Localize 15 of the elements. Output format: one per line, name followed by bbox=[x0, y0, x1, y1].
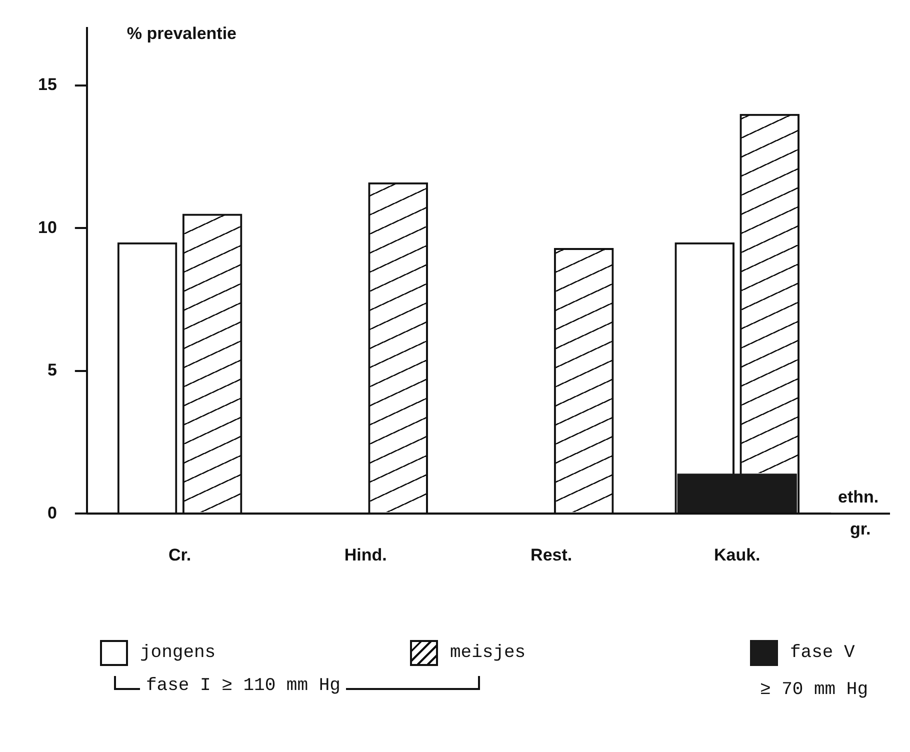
x-tick-label: Hind. bbox=[344, 545, 387, 564]
x-tick-label: Rest. bbox=[530, 545, 572, 564]
text: fase I ≥ 110 mm Hg bbox=[140, 676, 346, 696]
legend-label: fase V bbox=[790, 643, 855, 663]
x-tick-label: Kauk. bbox=[714, 545, 760, 564]
legend-label: meisjes bbox=[450, 643, 526, 663]
y-tick-label: 15 bbox=[38, 74, 57, 94]
x-tick-label: Cr. bbox=[168, 545, 192, 564]
y-tick-label: 0 bbox=[47, 503, 57, 522]
y-axis-title: % prevalentie bbox=[126, 24, 237, 43]
x-axis-title: ethn. gr. bbox=[838, 487, 879, 538]
y-tick-label: 10 bbox=[38, 218, 57, 237]
text: ≥ 70 mm Hg bbox=[760, 680, 868, 700]
legend-label: jongens bbox=[140, 643, 216, 663]
y-tick-label: 5 bbox=[47, 360, 57, 380]
